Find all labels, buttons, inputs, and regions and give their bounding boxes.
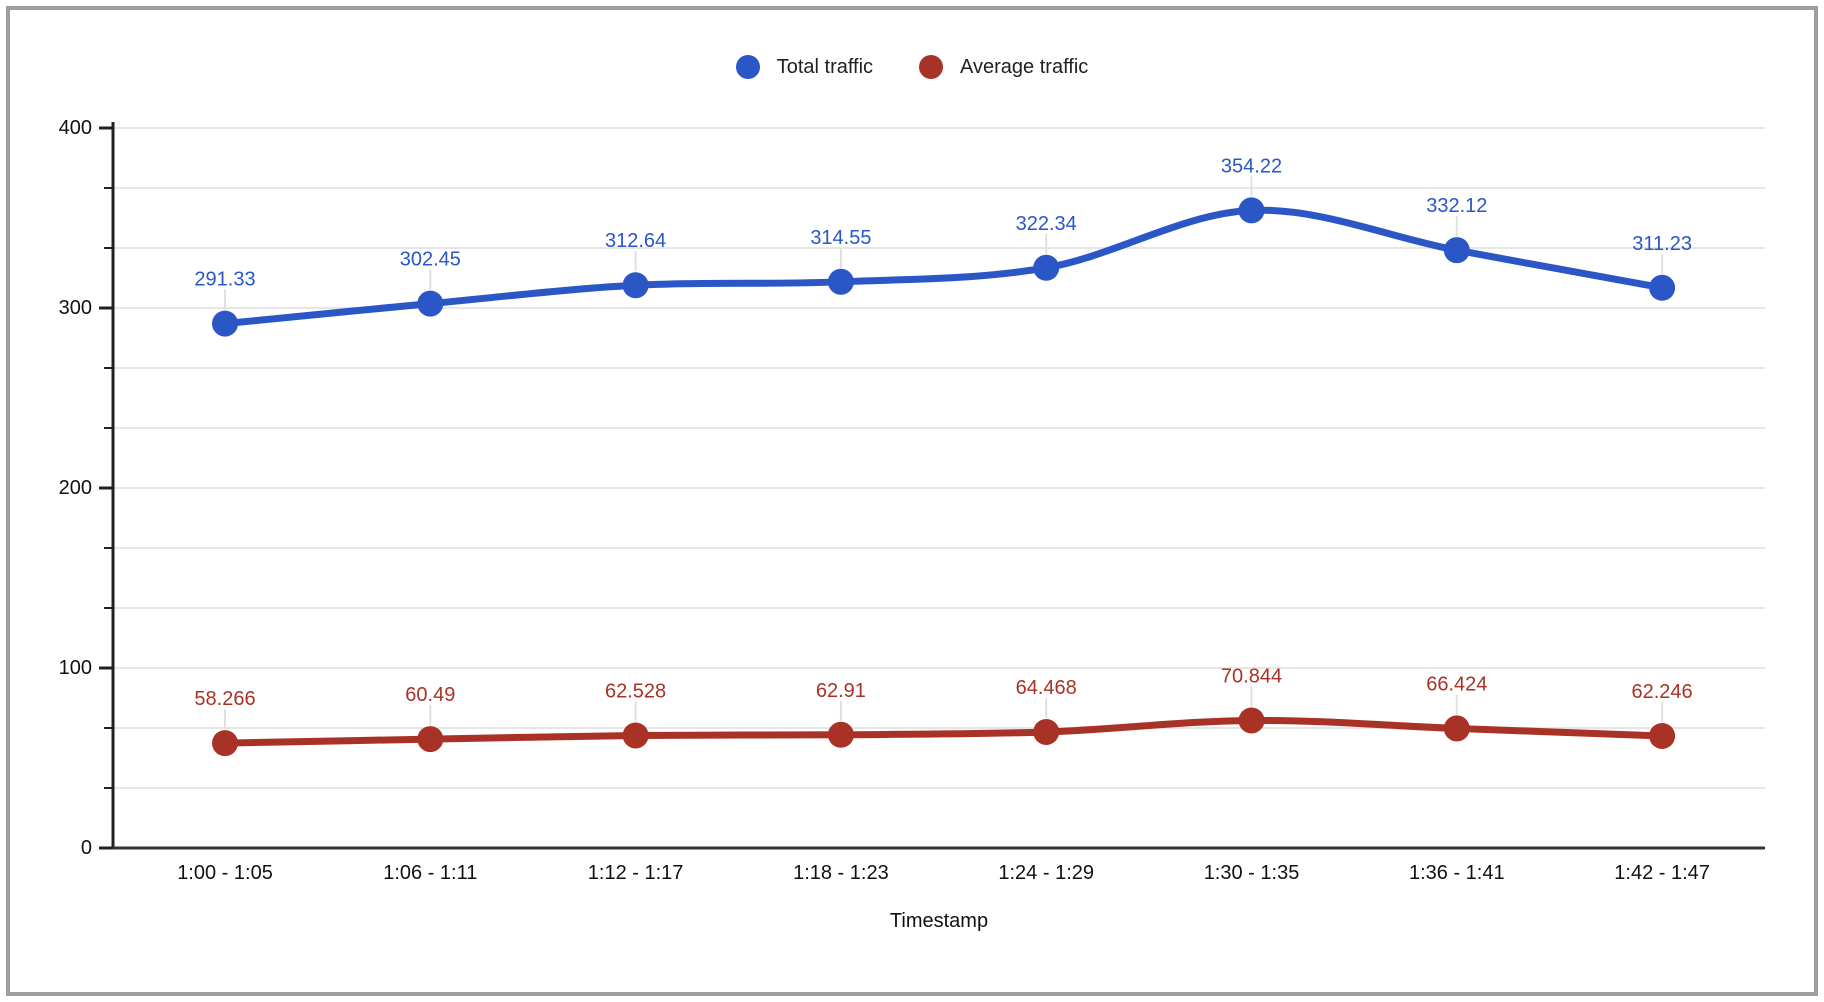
total-traffic-line[interactable] [221, 206, 1666, 328]
total-traffic-point[interactable] [827, 268, 854, 295]
total-traffic-value-label: 291.33 [194, 269, 255, 291]
average-traffic-point[interactable] [1033, 718, 1060, 745]
y-axis-label: 300 [59, 297, 92, 319]
total-traffic-value-label: 314.55 [810, 227, 871, 249]
average-traffic-value-label: 62.91 [816, 680, 866, 702]
total-traffic-point[interactable] [1649, 274, 1676, 301]
x-axis-label: 1:06 - 1:11 [383, 862, 477, 884]
average-traffic-value-label: 62.246 [1632, 681, 1693, 703]
y-axis-label: 100 [59, 657, 92, 679]
total-traffic-value-label: 311.23 [1632, 233, 1692, 255]
average-traffic-value-label: 60.49 [405, 684, 455, 706]
total-traffic-point[interactable] [1238, 197, 1265, 224]
x-axis-label: 1:18 - 1:23 [793, 862, 889, 884]
x-axis-label: 1:24 - 1:29 [998, 862, 1094, 884]
x-axis-label: 1:30 - 1:35 [1204, 862, 1300, 884]
legend-label-average-traffic: Average traffic [960, 55, 1089, 78]
y-axis-label: 400 [59, 117, 92, 139]
average-traffic-point[interactable] [417, 726, 444, 753]
average-traffic-value-label: 66.424 [1426, 673, 1487, 695]
average-traffic-value-label: 64.468 [1016, 677, 1077, 699]
x-axis-label: 1:12 - 1:17 [588, 862, 684, 884]
total-traffic-swatch-icon [735, 55, 760, 79]
total-traffic-value-label: 354.22 [1221, 155, 1282, 177]
total-traffic-value-label: 312.64 [605, 230, 666, 252]
total-traffic-value-label: 322.34 [1016, 213, 1077, 235]
legend-label-total-traffic: Total traffic [776, 55, 874, 78]
average-traffic-value-label: 70.844 [1221, 665, 1282, 687]
average-traffic-swatch-icon [919, 55, 944, 79]
average-traffic-value-label: 62.528 [605, 680, 666, 702]
average-traffic-point[interactable] [1443, 715, 1470, 742]
average-traffic-point[interactable] [1238, 707, 1265, 734]
total-traffic-point[interactable] [417, 290, 444, 317]
total-traffic-point[interactable] [622, 272, 649, 299]
average-traffic-point[interactable] [1649, 722, 1676, 749]
average-traffic-point[interactable] [827, 721, 854, 748]
average-traffic-point[interactable] [212, 730, 238, 757]
legend-item-total-traffic[interactable]: Total traffic [735, 55, 874, 79]
x-axis-label: 1:00 - 1:05 [177, 862, 273, 884]
y-axis-label: 0 [81, 837, 92, 859]
total-traffic-value-label: 302.45 [400, 249, 461, 271]
x-axis-title: Timestamp [889, 910, 989, 932]
total-traffic-point[interactable] [1443, 237, 1470, 264]
y-axis-label: 200 [59, 477, 92, 499]
total-traffic-point[interactable] [1033, 254, 1060, 281]
x-axis-label: 1:42 - 1:47 [1614, 862, 1710, 884]
total-traffic-point[interactable] [212, 310, 238, 337]
average-traffic-line[interactable] [221, 716, 1666, 747]
average-traffic-value-label: 58.266 [194, 688, 255, 710]
average-traffic-point[interactable] [622, 722, 649, 749]
total-traffic-value-label: 332.12 [1426, 195, 1487, 217]
chart-legend: Total traffic Average traffic [0, 55, 1824, 79]
x-axis-label: 1:36 - 1:41 [1409, 862, 1505, 884]
legend-item-average-traffic[interactable]: Average traffic [919, 55, 1088, 79]
